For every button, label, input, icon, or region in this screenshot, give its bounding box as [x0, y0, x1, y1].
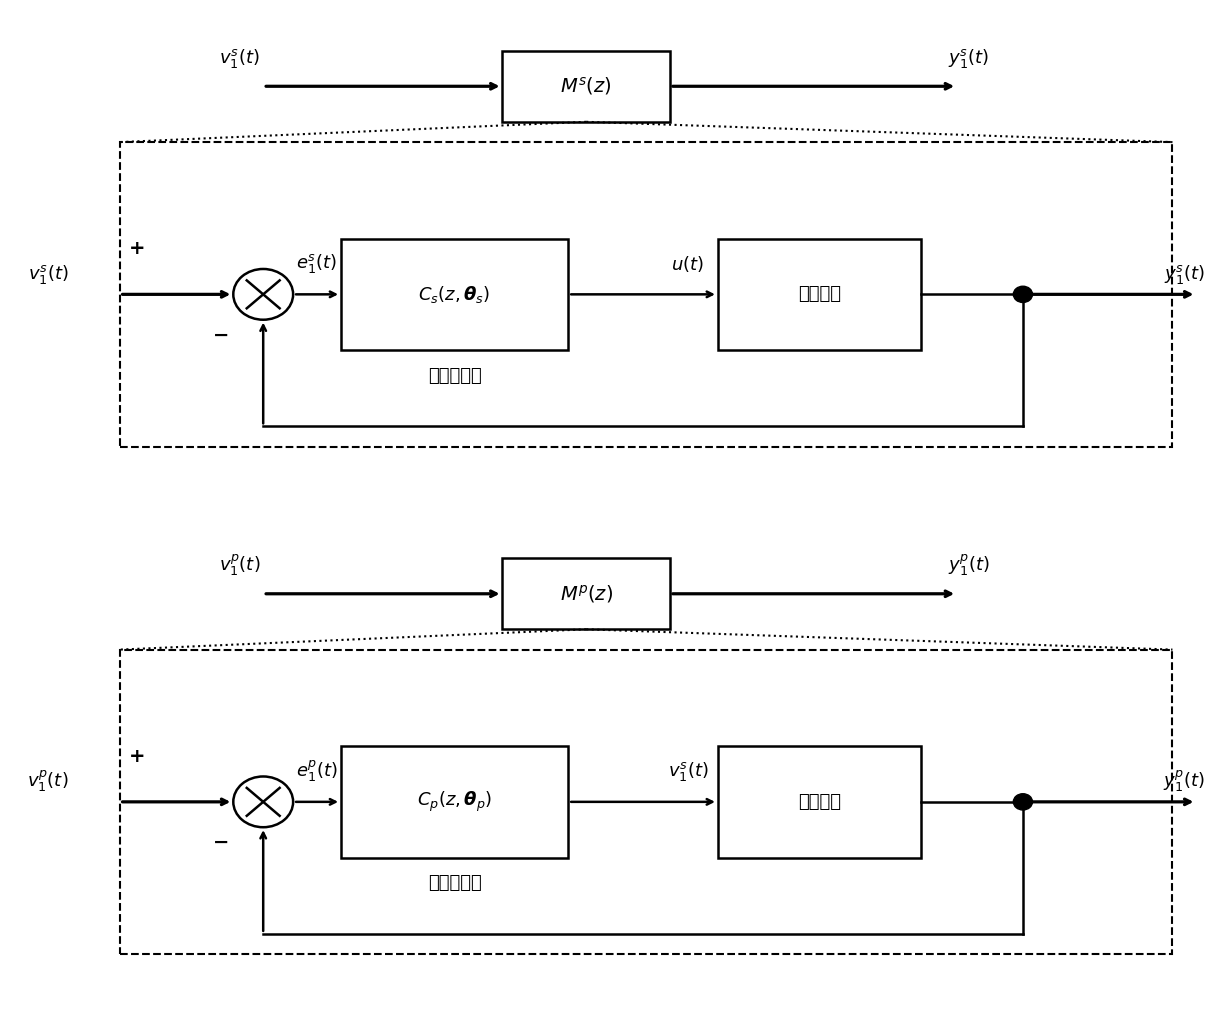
Text: $v_1^s(t)$: $v_1^s(t)$ [28, 263, 68, 285]
Text: +: + [129, 240, 146, 258]
Text: $y_1^p(t)$: $y_1^p(t)$ [1163, 769, 1206, 794]
Text: $v_1^s(t)$: $v_1^s(t)$ [219, 48, 260, 70]
FancyBboxPatch shape [718, 239, 922, 350]
Circle shape [1014, 286, 1033, 302]
Text: −: − [213, 326, 230, 344]
Text: $e_1^p(t)$: $e_1^p(t)$ [296, 759, 338, 784]
Text: $v_1^p(t)$: $v_1^p(t)$ [219, 553, 260, 578]
FancyBboxPatch shape [718, 746, 922, 858]
Text: 内环系统: 内环系统 [798, 285, 841, 303]
Text: −: − [213, 833, 230, 852]
Text: $v_1^p(t)$: $v_1^p(t)$ [27, 769, 69, 794]
Text: $y_1^s(t)$: $y_1^s(t)$ [1163, 263, 1206, 285]
Text: 外环系统: 外环系统 [798, 793, 841, 811]
Circle shape [1014, 794, 1033, 810]
Text: $y_1^p(t)$: $y_1^p(t)$ [948, 553, 991, 578]
Text: 外环控制器: 外环控制器 [428, 874, 482, 892]
FancyBboxPatch shape [341, 746, 568, 858]
Text: $v_1^s(t)$: $v_1^s(t)$ [668, 760, 708, 783]
Text: $M^s(z)$: $M^s(z)$ [561, 75, 612, 97]
Text: +: + [129, 747, 146, 765]
Text: 内环控制器: 内环控制器 [428, 366, 482, 385]
Text: $u(t)$: $u(t)$ [672, 254, 704, 274]
Text: $M^p(z)$: $M^p(z)$ [559, 583, 612, 605]
Text: $C_s(z,\boldsymbol{\theta}_s)$: $C_s(z,\boldsymbol{\theta}_s)$ [418, 284, 490, 304]
FancyBboxPatch shape [341, 239, 568, 350]
Text: $e_1^s(t)$: $e_1^s(t)$ [296, 253, 337, 275]
FancyBboxPatch shape [503, 558, 670, 629]
FancyBboxPatch shape [503, 51, 670, 122]
Text: $C_p(z,\boldsymbol{\theta}_p)$: $C_p(z,\boldsymbol{\theta}_p)$ [417, 790, 492, 814]
Text: $y_1^s(t)$: $y_1^s(t)$ [948, 48, 989, 70]
